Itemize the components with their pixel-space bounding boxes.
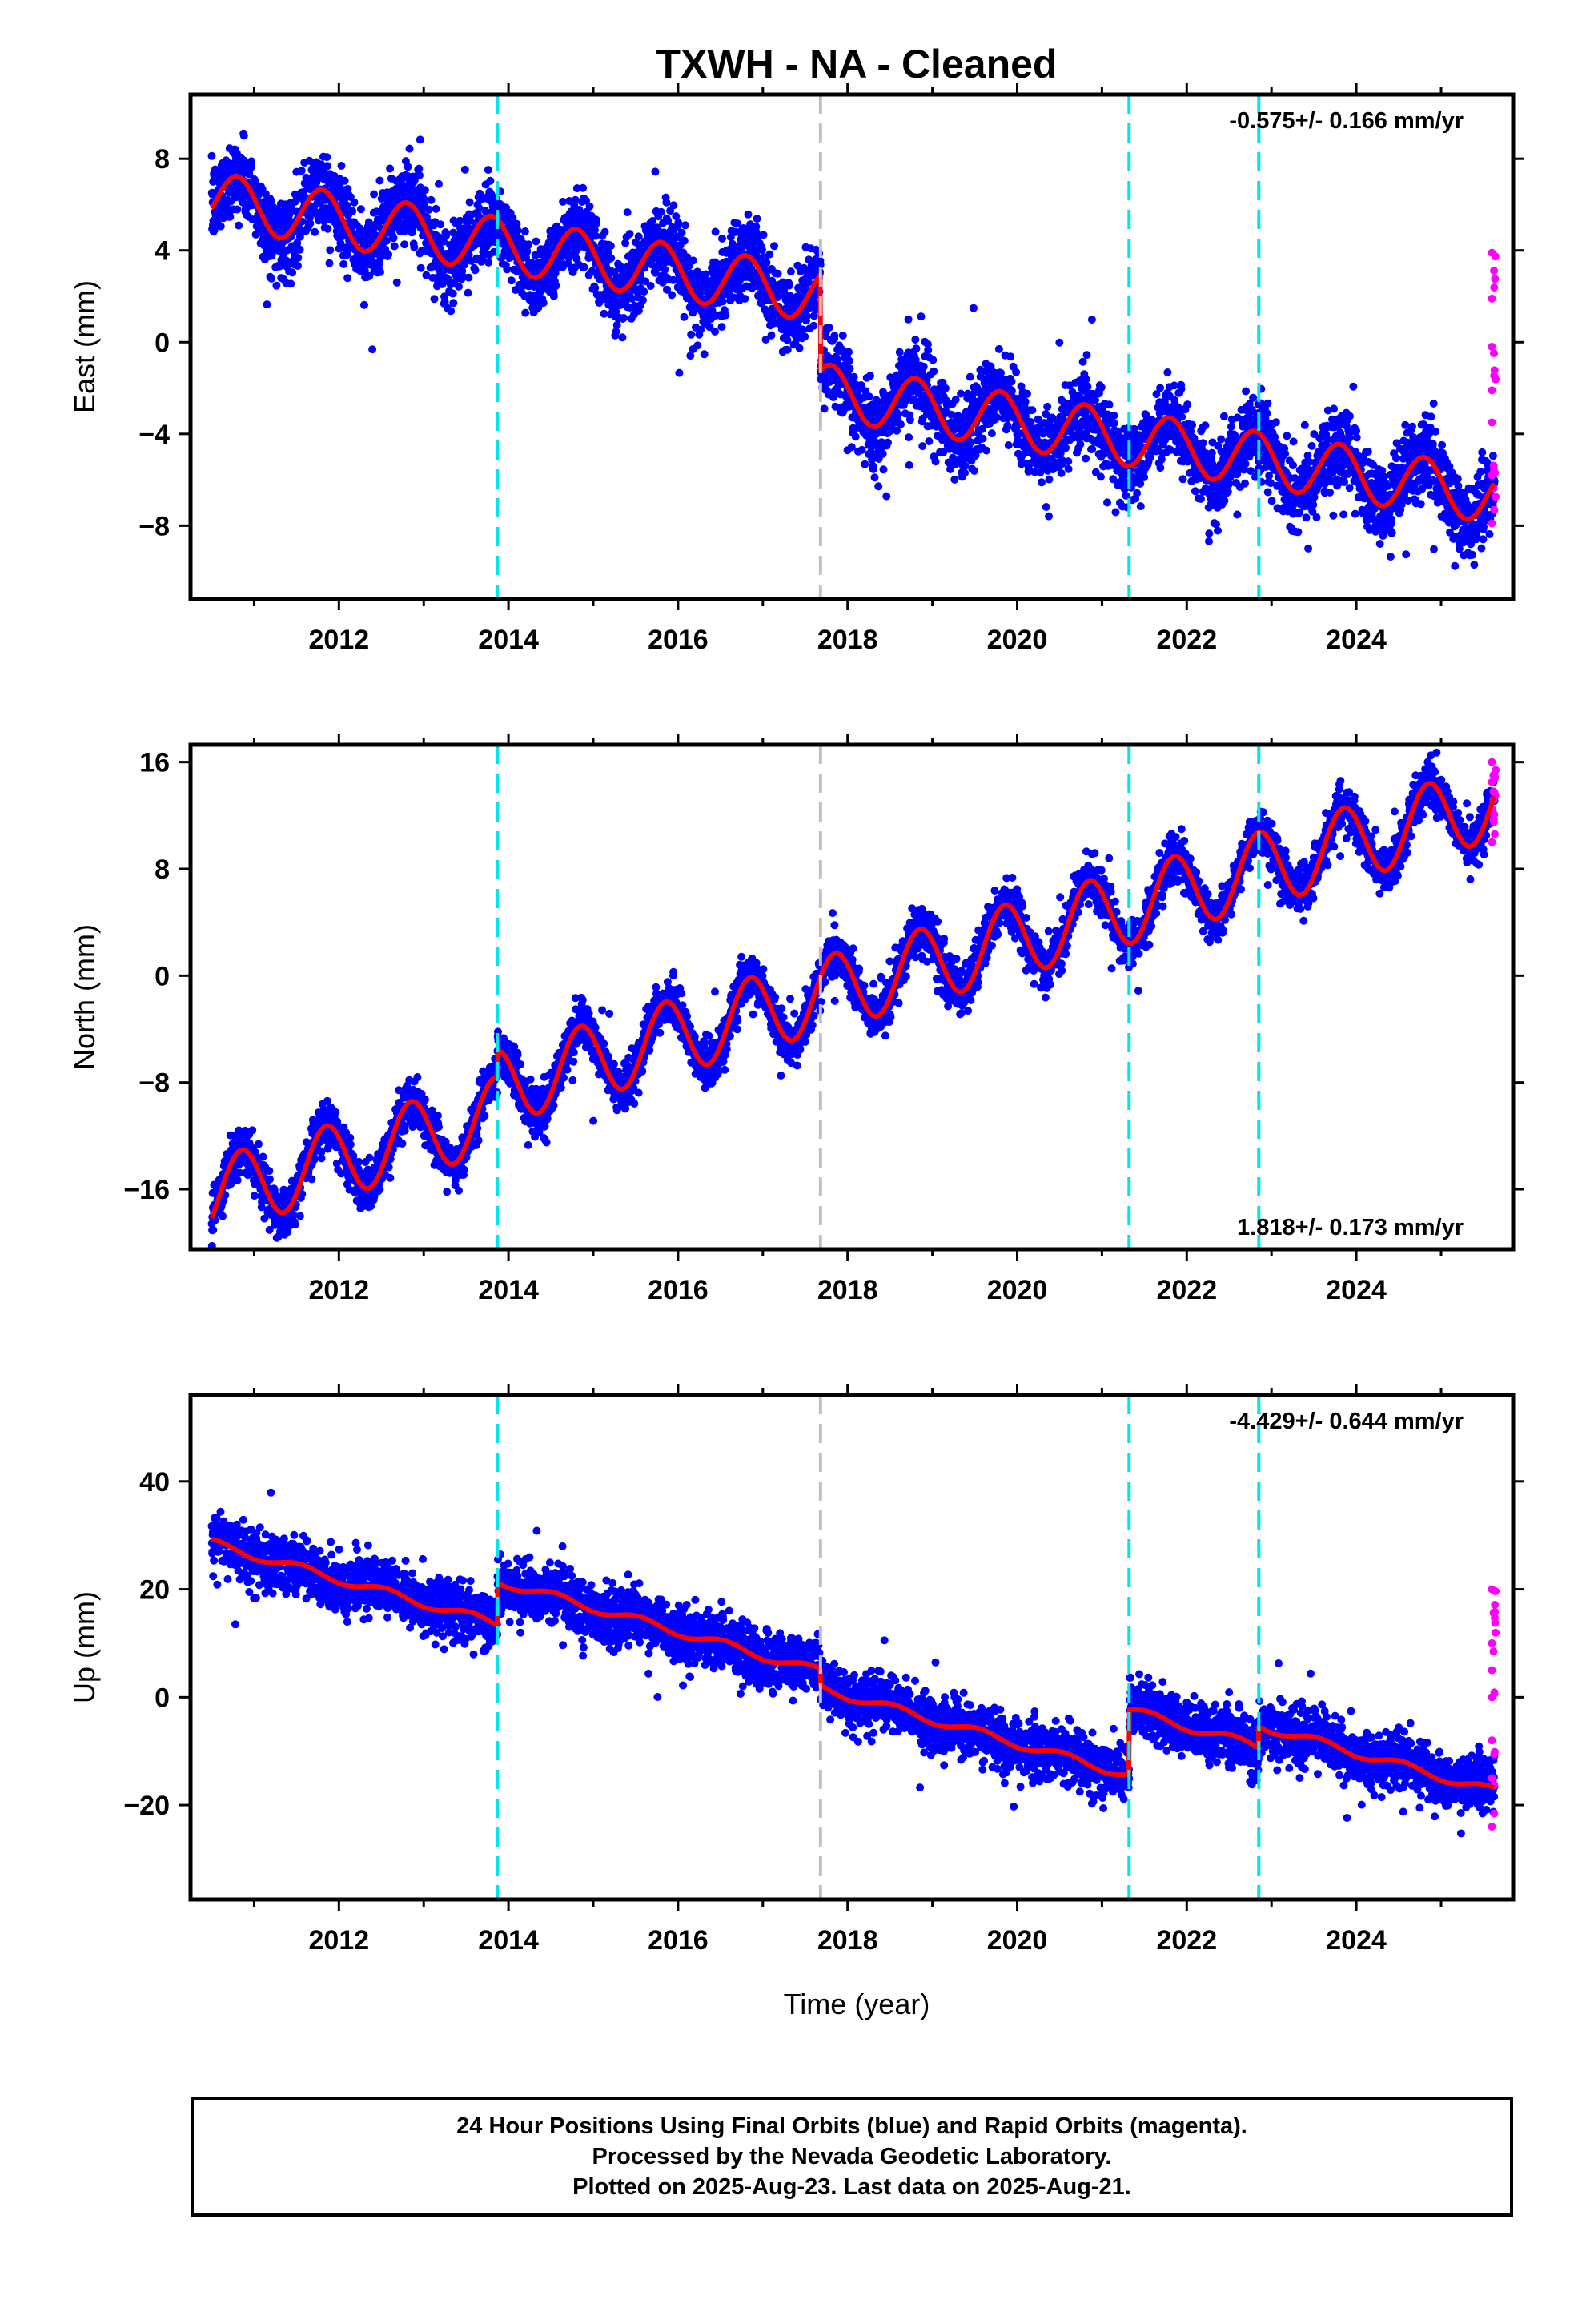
x-tick-label: 2022 xyxy=(1156,1925,1217,1956)
rate-label: -4.429+/- 0.644 mm/yr xyxy=(1229,1409,1464,1434)
y-tick-label: 4 xyxy=(155,236,170,267)
x-tick-label: 2016 xyxy=(648,1275,709,1305)
x-tick-label: 2018 xyxy=(817,625,878,655)
panel-east: 2012 2014 2016 2018 2020 2022 2024 −8 −4 0 4 8 East … xyxy=(68,83,1524,655)
panel-frame xyxy=(188,1393,1516,1902)
x-tick-label: 2012 xyxy=(309,1275,370,1305)
x-tick-label: 2014 xyxy=(478,1925,539,1956)
y-tick-label: 16 xyxy=(139,748,170,778)
y-tick-label: 0 xyxy=(155,961,170,991)
footer-line-2: Processed by the Nevada Geodetic Laborat… xyxy=(592,2144,1112,2169)
y-tick-label: −8 xyxy=(139,511,170,541)
x-tick-label: 2012 xyxy=(309,625,370,655)
y-tick-label: 0 xyxy=(155,1683,170,1713)
footer-note: 24 Hour Positions Using Final Orbits (bl… xyxy=(191,2097,1513,2217)
model-line xyxy=(210,1537,1496,1791)
x-tick-label: 2018 xyxy=(817,1925,878,1956)
x-tick-label: 2022 xyxy=(1156,1275,1217,1305)
rapid-orbit-points xyxy=(1488,248,1500,528)
y-tick-label: 8 xyxy=(155,144,170,175)
footer-line-3: Plotted on 2025-Aug-23. Last data on 202… xyxy=(572,2174,1131,2200)
x-tick-label: 2016 xyxy=(648,1925,709,1956)
model-line xyxy=(209,174,1496,522)
plot-area xyxy=(207,1395,1500,1900)
y-axis-label: East (mm) xyxy=(68,280,101,413)
y-axis-label: Up (mm) xyxy=(68,1591,101,1703)
rate-label: 1.818+/- 0.173 mm/yr xyxy=(1237,1215,1464,1240)
x-tick-label: 2024 xyxy=(1326,1925,1387,1956)
y-tick-label: 40 xyxy=(139,1467,170,1498)
y-tick-label: 20 xyxy=(139,1575,170,1606)
x-tick-label: 2020 xyxy=(987,625,1048,655)
y-tick-label: −8 xyxy=(139,1068,170,1099)
y-axis-label: North (mm) xyxy=(68,924,101,1070)
chart-title: TXWH - NA - Cleaned xyxy=(656,42,1058,86)
plot-area xyxy=(207,94,1500,599)
x-tick-label: 2014 xyxy=(478,1275,539,1305)
panel-frame xyxy=(188,92,1516,601)
x-tick-label: 2020 xyxy=(987,1275,1048,1305)
x-tick-label: 2024 xyxy=(1326,625,1387,655)
y-tick-label: 0 xyxy=(155,328,170,358)
y-tick-label: 8 xyxy=(155,854,170,885)
x-tick-label: 2014 xyxy=(478,625,539,655)
x-tick-label: 2022 xyxy=(1156,625,1217,655)
x-tick-label: 2018 xyxy=(817,1275,878,1305)
rate-label: -0.575+/- 0.166 mm/yr xyxy=(1229,108,1464,134)
panel-frame xyxy=(188,742,1516,1252)
x-tick-label: 2024 xyxy=(1326,1275,1387,1305)
final-orbit-points xyxy=(207,129,1499,570)
footer-line-1: 24 Hour Positions Using Final Orbits (bl… xyxy=(456,2113,1247,2139)
y-tick-label: −4 xyxy=(139,420,170,450)
panels-group: 2012 2014 2016 2018 2020 2022 2024−8−4048East … xyxy=(68,83,1524,1956)
model-line xyxy=(209,781,1497,1219)
panel-north: 2012 2014 2016 2018 2020 2022 2024 −16 −8 0 8 16 Nor… xyxy=(68,734,1524,1305)
x-tick-label: 2016 xyxy=(648,625,709,655)
y-tick-label: −20 xyxy=(123,1791,170,1821)
panel-up: 2012 2014 2016 2018 2020 2022 2024 −20 0 20 40 Up (… xyxy=(68,1384,1524,1956)
final-orbit-points xyxy=(207,1488,1499,1838)
y-tick-label: −16 xyxy=(123,1175,170,1205)
x-tick-label: 2012 xyxy=(309,1925,370,1956)
x-axis-label: Time (year) xyxy=(784,1988,930,2020)
rapid-orbit-points xyxy=(1488,1585,1500,1831)
plot-area xyxy=(207,745,1500,1249)
x-tick-label: 2020 xyxy=(987,1925,1048,1956)
final-orbit-points xyxy=(207,748,1499,1249)
